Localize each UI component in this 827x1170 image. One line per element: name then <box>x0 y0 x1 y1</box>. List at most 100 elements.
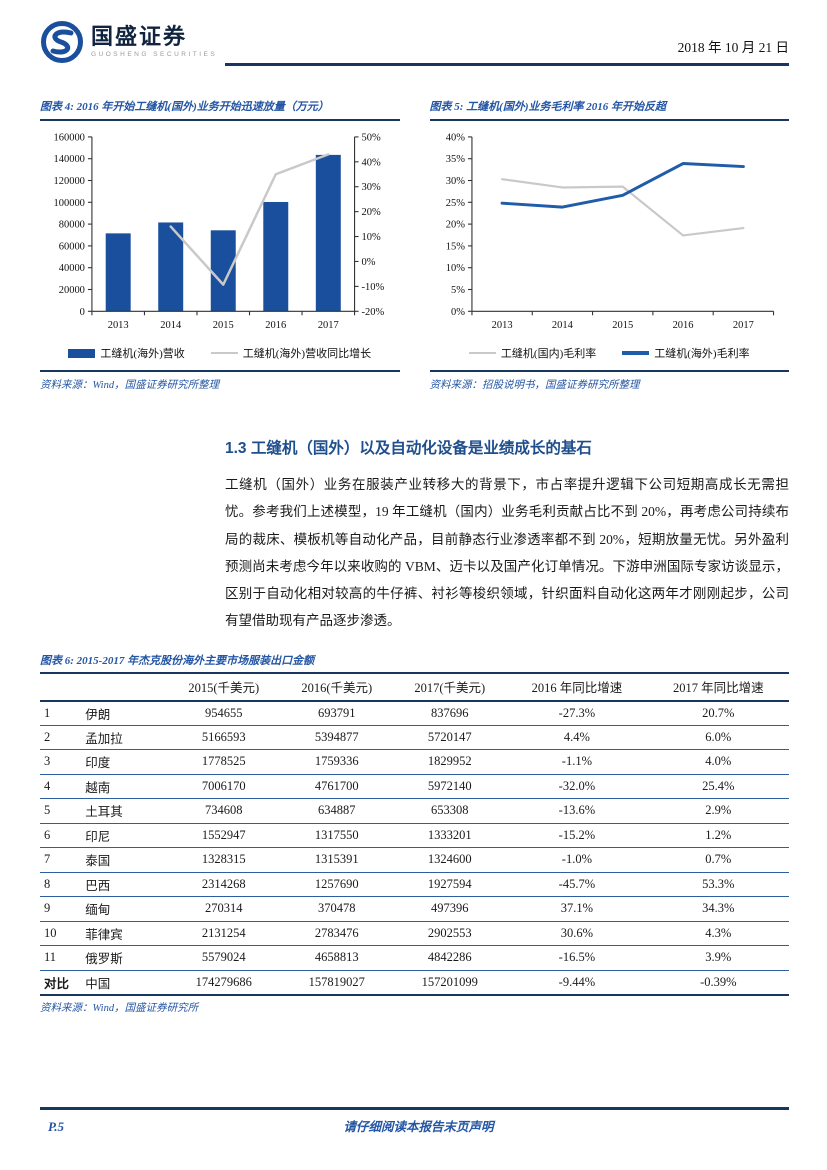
table-cell: 4761700 <box>280 774 394 800</box>
svg-text:0%: 0% <box>362 257 376 268</box>
table-cell: 菲律宾 <box>81 921 168 947</box>
table-cell: -1.1% <box>506 749 648 775</box>
svg-text:40%: 40% <box>362 157 382 168</box>
svg-text:0: 0 <box>80 307 85 318</box>
table-cell: 11 <box>40 945 82 971</box>
table-cell: 印尼 <box>81 823 168 849</box>
table-cell: 2131254 <box>167 921 281 947</box>
header-rule: 2018 年 10 月 21 日 <box>225 36 789 66</box>
table-cell: -15.2% <box>506 823 648 849</box>
table-cell: -45.7% <box>506 872 648 898</box>
legend-item: 工缝机(海外)毛利率 <box>622 345 750 361</box>
svg-text:20000: 20000 <box>59 285 85 296</box>
table-cell: 1778525 <box>167 749 281 775</box>
guosheng-logo-icon <box>41 21 83 63</box>
table-cell: 巴西 <box>81 872 168 898</box>
export-table: 2015(千美元) 2016(千美元) 2017(千美元) 2016 年同比增速 201… <box>40 673 789 996</box>
svg-text:2017: 2017 <box>318 320 339 331</box>
column-header: 2017 年同比增速 <box>647 673 789 702</box>
table-row: 5 土耳其 734608 634887 653308 -13.6% 2.9% <box>40 798 789 824</box>
table-row: 8 巴西 2314268 1257690 1927594 -45.7% 53.3% <box>40 872 789 898</box>
table-row: 对比 中国 174279686 157819027 157201099 -9.44% -0.… <box>40 970 789 996</box>
table-cell: 2314268 <box>167 872 281 898</box>
table-cell: 157201099 <box>393 970 507 996</box>
table-cell: 20.7% <box>647 700 789 726</box>
brand-text: 国盛证券 GUOSHENG SECURITIES <box>91 26 217 59</box>
table-cell: 对比 <box>40 970 82 996</box>
table-cell: 5166593 <box>167 725 281 751</box>
svg-text:-10%: -10% <box>362 282 385 293</box>
svg-text:30%: 30% <box>362 182 382 193</box>
table-cell: 5720147 <box>393 725 507 751</box>
table-cell: 4842286 <box>393 945 507 971</box>
table-row: 10 菲律宾 2131254 2783476 2902553 30.6% 4.3% <box>40 921 789 947</box>
table-cell: 1315391 <box>280 847 394 873</box>
table-cell: -13.6% <box>506 798 648 824</box>
disclaimer: 请仔细阅读本报告末页声明 <box>343 1119 494 1134</box>
table-cell: 1927594 <box>393 872 507 898</box>
table-cell: 270314 <box>167 896 281 922</box>
table-cell: 3 <box>40 749 82 775</box>
svg-text:-20%: -20% <box>362 307 385 318</box>
table-cell: 1 <box>40 700 82 726</box>
table-cell: 10 <box>40 921 82 947</box>
svg-text:35%: 35% <box>445 154 465 165</box>
table-cell: 1552947 <box>167 823 281 849</box>
svg-text:2016: 2016 <box>265 320 286 331</box>
table-cell: 5972140 <box>393 774 507 800</box>
svg-text:100000: 100000 <box>54 198 85 209</box>
figure-5-legend: 工缝机(国内)毛利率 工缝机(海外)毛利率 <box>430 343 790 363</box>
svg-text:20%: 20% <box>362 207 382 218</box>
page-number: P.5 <box>48 1118 65 1134</box>
section-1-3: 1.3 工缝机（国外）以及自动化设备是业绩成长的基石 工缝机（国外）业务在服装产… <box>225 436 789 635</box>
table-row: 4 越南 7006170 4761700 5972140 -32.0% 25.4% <box>40 774 789 800</box>
legend-label: 工缝机(海外)毛利率 <box>654 348 750 360</box>
figure-6: 图表 6: 2015-2017 年杰克股份海外主要市场服装出口金额 2015(千… <box>40 652 789 1015</box>
figure-4: 图表 4: 2016 年开始工缝机(国外)业务开始迅速放量（万元） 0 20000… <box>40 96 400 392</box>
table-cell: 174279686 <box>167 970 281 996</box>
table-cell: 5394877 <box>280 725 394 751</box>
figure-5-caption: 图表 5: 工缝机(国外)业务毛利率 2016 年开始反超 <box>429 96 789 121</box>
svg-text:2014: 2014 <box>160 320 182 331</box>
figure-5: 图表 5: 工缝机(国外)业务毛利率 2016 年开始反超 0% 5% 10% 15%… <box>429 96 790 392</box>
table-cell: 7 <box>40 847 82 873</box>
legend-item: 工缝机(国内)毛利率 <box>468 345 596 361</box>
svg-text:20%: 20% <box>445 220 465 231</box>
figure-5-source: 资料来源：招股说明书，国盛证券研究所整理 <box>429 370 789 392</box>
table-cell: 34.3% <box>647 896 789 922</box>
table-cell: 2 <box>40 725 82 751</box>
table-cell: 伊朗 <box>81 700 168 726</box>
table-cell: 5579024 <box>167 945 281 971</box>
table-cell: 693791 <box>280 700 394 726</box>
table-cell: 1324600 <box>393 847 507 873</box>
svg-text:2017: 2017 <box>732 320 753 331</box>
svg-text:60000: 60000 <box>59 241 85 252</box>
table-cell: 4.4% <box>506 725 648 751</box>
table-cell: 734608 <box>167 798 281 824</box>
table-cell: 2783476 <box>280 921 394 947</box>
table-cell: 1829952 <box>393 749 507 775</box>
table-cell: 53.3% <box>647 872 789 898</box>
svg-text:2015: 2015 <box>213 320 234 331</box>
table-cell: 9 <box>40 896 82 922</box>
report-date: 2018 年 10 月 21 日 <box>677 40 789 55</box>
table-source: 资料来源：Wind，国盛证券研究所 <box>40 1002 199 1014</box>
table-row: 9 缅甸 270314 370478 497396 37.1% 34.3% <box>40 896 789 922</box>
table-cell: 1317550 <box>280 823 394 849</box>
table-cell: 4658813 <box>280 945 394 971</box>
table-cell: 1257690 <box>280 872 394 898</box>
svg-text:2016: 2016 <box>672 320 693 331</box>
svg-text:0%: 0% <box>450 307 464 318</box>
table-caption: 图表 6: 2015-2017 年杰克股份海外主要市场服装出口金额 <box>40 652 789 674</box>
body-paragraph: 工缝机（国外）业务在服装产业转移大的背景下，市占率提升逻辑下公司短期高成长无需担… <box>225 477 789 629</box>
table-cell: -0.39% <box>647 970 789 996</box>
table-row: 1 伊朗 954655 693791 837696 -27.3% 20.7% <box>40 700 789 726</box>
table-cell: 4 <box>40 774 82 800</box>
legend-line-swatch <box>210 351 238 355</box>
svg-text:160000: 160000 <box>54 132 85 143</box>
table-cell: 1759336 <box>280 749 394 775</box>
table-cell: 837696 <box>393 700 507 726</box>
svg-text:2015: 2015 <box>612 320 633 331</box>
table-cell: 中国 <box>81 970 168 996</box>
table-header-row: 2015(千美元) 2016(千美元) 2017(千美元) 2016 年同比增速 201… <box>40 673 789 702</box>
